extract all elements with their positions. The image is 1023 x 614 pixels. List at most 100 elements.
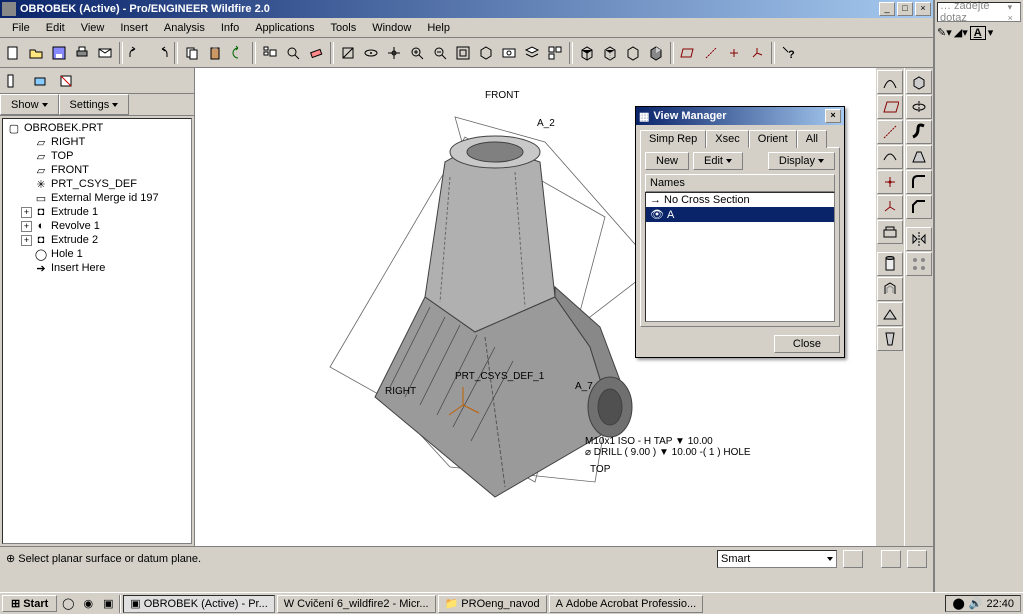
shading-icon[interactable] (645, 42, 667, 64)
open-icon[interactable] (25, 42, 47, 64)
quick-launch-3[interactable]: ▣ (99, 595, 117, 613)
extrude-tool-icon[interactable] (906, 70, 932, 94)
filter-combo[interactable]: Smart (717, 550, 837, 568)
tree-item[interactable]: ▱FRONT (5, 163, 189, 177)
pattern-tool-icon[interactable] (906, 252, 932, 276)
show-button[interactable]: Show (0, 94, 59, 115)
new-icon[interactable] (2, 42, 24, 64)
edit-button[interactable]: Edit (693, 152, 743, 170)
question-input[interactable]: … zadejte dotaz ▾ × (937, 2, 1021, 22)
zoom-in-icon[interactable] (406, 42, 428, 64)
layers-icon[interactable] (521, 42, 543, 64)
tree-item[interactable]: ▭External Merge id 197 (5, 191, 189, 205)
sketch-curve-icon[interactable] (877, 145, 903, 169)
find-icon[interactable] (282, 42, 304, 64)
erase-icon[interactable] (305, 42, 327, 64)
hidden-line-icon[interactable] (599, 42, 621, 64)
maximize-button[interactable]: □ (897, 2, 913, 16)
mirror-tool-icon[interactable] (906, 227, 932, 251)
task-button[interactable]: 📁PROeng_navod (438, 595, 547, 613)
tab-simp-rep[interactable]: Simp Rep (640, 130, 706, 148)
datum-axis-toggle-icon[interactable] (700, 42, 722, 64)
tray-icon[interactable]: ⬤ (952, 597, 964, 610)
display-button[interactable]: Display (768, 152, 835, 170)
menu-insert[interactable]: Insert (112, 20, 156, 36)
datum-plane-icon[interactable] (877, 95, 903, 119)
model-tree[interactable]: ▢ OBROBEK.PRT ▱RIGHT▱TOP▱FRONT✳PRT_CSYS_… (2, 118, 192, 544)
highlight-icon[interactable]: ◢▾ (954, 26, 968, 40)
menu-applications[interactable]: Applications (247, 20, 322, 36)
tree-item[interactable]: ✳PRT_CSYS_DEF (5, 177, 189, 191)
datum-point-icon[interactable] (877, 170, 903, 194)
settings-button[interactable]: Settings (59, 94, 130, 115)
help-icon[interactable]: ? (778, 42, 800, 64)
close-button[interactable]: Close (774, 335, 840, 353)
hole-tool-icon[interactable] (877, 252, 903, 276)
new-button[interactable]: New (645, 152, 689, 170)
csys-toggle-icon[interactable] (746, 42, 768, 64)
start-button[interactable]: ⊞ Start (2, 595, 57, 612)
menu-info[interactable]: Info (213, 20, 247, 36)
menu-help[interactable]: Help (419, 20, 458, 36)
menu-tools[interactable]: Tools (323, 20, 365, 36)
menu-file[interactable]: File (4, 20, 38, 36)
list-item[interactable]: 👁 A (646, 207, 834, 222)
tree-show-icon[interactable] (2, 70, 26, 92)
task-button[interactable]: AAdobe Acrobat Professio... (549, 595, 704, 613)
draft-tool-icon[interactable] (877, 327, 903, 351)
datum-point-toggle-icon[interactable] (723, 42, 745, 64)
xsec-list[interactable]: → No Cross Section 👁 A (645, 192, 835, 322)
wireframe-icon[interactable] (576, 42, 598, 64)
quick-launch-1[interactable]: ◯ (59, 595, 77, 613)
spin-center-icon[interactable] (383, 42, 405, 64)
expand-icon[interactable]: + (21, 235, 32, 246)
tab-all[interactable]: All (797, 130, 827, 148)
saved-views-icon[interactable] (498, 42, 520, 64)
menu-window[interactable]: Window (364, 20, 419, 36)
tree-item[interactable]: ◯Hole 1 (5, 247, 189, 261)
sweep-tool-icon[interactable] (906, 120, 932, 144)
system-tray[interactable]: ⬤ 🔊 22:40 (945, 595, 1021, 612)
font-color-icon[interactable]: A (970, 26, 986, 40)
datum-csys-icon[interactable] (877, 195, 903, 219)
repaint-icon[interactable] (337, 42, 359, 64)
pencil-icon[interactable]: ✎▾ (937, 26, 952, 40)
tree-item[interactable]: +◐Revolve 1 (5, 219, 189, 233)
graphics-area[interactable]: FRONT A_2 PRT_CSYS_DEF_1 RIGHT A_7 TOP M… (195, 68, 875, 546)
menu-analysis[interactable]: Analysis (156, 20, 213, 36)
task-button[interactable]: ▣OBROBEK (Active) - Pr... (123, 595, 274, 613)
expand-icon[interactable]: + (21, 207, 32, 218)
paste-icon[interactable] (204, 42, 226, 64)
round-tool-icon[interactable] (906, 170, 932, 194)
undo-icon[interactable] (126, 42, 148, 64)
rib-tool-icon[interactable] (877, 302, 903, 326)
menu-edit[interactable]: Edit (38, 20, 73, 36)
blend-tool-icon[interactable] (906, 145, 932, 169)
minimize-button[interactable]: _ (879, 2, 895, 16)
status-icon-1[interactable] (881, 550, 901, 568)
orient-icon[interactable] (475, 42, 497, 64)
shell-tool-icon[interactable] (877, 277, 903, 301)
chamfer-tool-icon[interactable] (906, 195, 932, 219)
model-tree-icon[interactable] (259, 42, 281, 64)
tree-item[interactable]: ➔Insert Here (5, 261, 189, 275)
tree-item[interactable]: +◘Extrude 1 (5, 205, 189, 219)
quick-launch-2[interactable]: ◉ (79, 595, 97, 613)
datum-plane-toggle-icon[interactable] (677, 42, 699, 64)
dialog-close-icon[interactable]: × (825, 109, 841, 123)
expand-icon[interactable]: + (21, 221, 32, 232)
print-icon[interactable] (71, 42, 93, 64)
status-icon-2[interactable] (907, 550, 927, 568)
menu-view[interactable]: View (73, 20, 113, 36)
tray-icon[interactable]: 🔊 (969, 597, 983, 610)
revolve-tool-icon[interactable] (906, 95, 932, 119)
tree-item[interactable]: ▱RIGHT (5, 135, 189, 149)
tree-item[interactable]: ▱TOP (5, 149, 189, 163)
zoom-out-icon[interactable] (429, 42, 451, 64)
save-icon[interactable] (48, 42, 70, 64)
filter-button[interactable] (843, 550, 863, 568)
regen-icon[interactable] (227, 42, 249, 64)
copy-icon[interactable] (181, 42, 203, 64)
tab-orient[interactable]: Orient (749, 130, 797, 148)
sketch-line-icon[interactable] (877, 70, 903, 94)
